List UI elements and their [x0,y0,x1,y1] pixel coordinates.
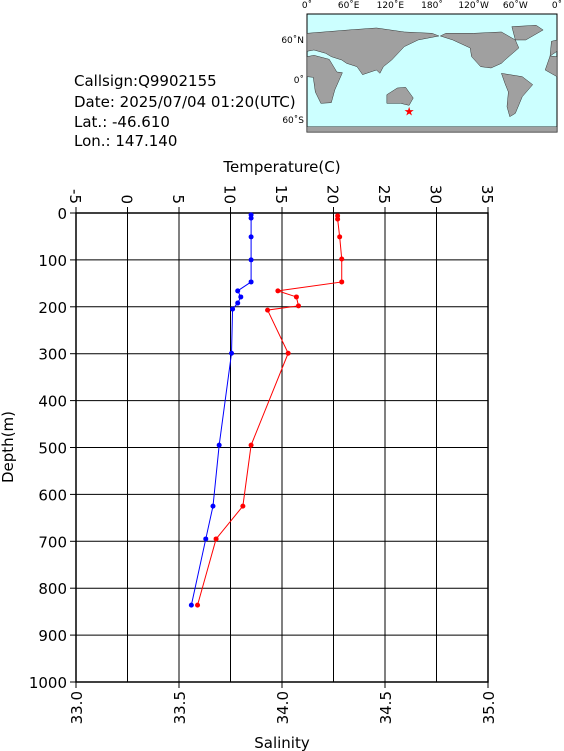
profile-point [339,256,345,262]
y-tick-label: 200 [38,299,67,317]
profile-point [248,215,254,221]
map-lon-label: 60˚E [338,0,360,11]
longitude: Lon.: 147.140 [74,132,177,150]
profile-point [235,288,241,294]
land [501,73,534,118]
profile-point [210,503,216,509]
y-tick-label: 700 [38,533,67,551]
top-tick-label: 5 [169,194,187,204]
top-tick-label: 0 [118,194,136,204]
profile-line [197,215,343,606]
profile-point [293,294,299,300]
profile-point [229,350,235,356]
top-tick-label: -5 [66,189,84,204]
profile-point [240,503,246,509]
profile-point [339,279,345,285]
y-tick-label: 1000 [29,674,67,692]
y-tick-label: 400 [38,393,67,411]
y-tick-label: 900 [38,627,67,645]
map-lat-label: 60˚N [281,35,304,46]
profile-point [248,279,254,285]
y-tick-label: 800 [38,580,67,598]
profile-point [203,536,209,542]
land [511,25,544,41]
map-lat-label: 60˚S [282,115,304,126]
profile-point [238,294,244,300]
latitude: Lat.: -46.610 [74,113,170,131]
profile-point [216,442,222,448]
top-tick-label: 35 [478,185,496,204]
profile-point [195,602,201,608]
profile-point [213,536,219,542]
top-tick-label: 10 [221,185,239,204]
profile-point [248,442,254,448]
top-tick-label: 30 [427,185,445,204]
bottom-tick-label: 34.5 [377,691,395,724]
bottom-axis-title: Salinity [254,734,310,751]
date: Date: 2025/07/04 01:20(UTC) [74,93,296,111]
profile-point [230,306,236,312]
map-lat-label: 0˚ [294,75,304,86]
profile-point [265,307,271,313]
profile-point [335,216,341,222]
y-tick-label: 0 [57,205,67,223]
y-tick-label: 600 [38,486,67,504]
profile-point [235,300,241,306]
map-lon-label: 120˚W [458,0,489,11]
land [386,87,414,106]
profile-point [248,257,254,263]
y-tick-label: 100 [38,252,67,270]
map-marker: ★ [404,105,415,119]
profile-point [285,350,291,356]
bottom-tick-label: 33.5 [171,691,189,724]
map-lon-label: 180˚ [421,0,443,11]
bottom-tick-label: 35.0 [480,691,498,724]
land [306,55,343,104]
y-axis-title: Depth(m) [0,411,17,483]
y-tick-label: 500 [38,440,67,458]
bottom-tick-label: 34.0 [274,691,292,724]
land [306,27,440,75]
land [549,39,558,57]
land [439,31,520,69]
top-tick-label: 25 [375,185,393,204]
land [306,126,558,133]
callsign: Callsign:Q9902155 [74,72,217,90]
top-axis-title: Temperature(C) [222,158,340,176]
land [544,55,558,78]
plot-frame [75,212,489,683]
profile-point [275,288,281,294]
profile-point [295,303,301,309]
map-lon-label: 60˚W [503,0,528,11]
profile-point [188,602,194,608]
profile-line [190,214,252,606]
top-tick-label: 15 [272,185,290,204]
profile-point [337,234,343,240]
profile-point [248,234,254,240]
location-map: ★ [306,13,558,133]
map-lon-label: 0˚ [302,0,312,11]
y-tick-label: 300 [38,346,67,364]
top-tick-label: 20 [324,185,342,204]
map-lon-label: 120˚E [377,0,405,11]
bottom-tick-label: 33.0 [68,691,86,724]
map-lon-label: 0˚ [552,0,562,11]
